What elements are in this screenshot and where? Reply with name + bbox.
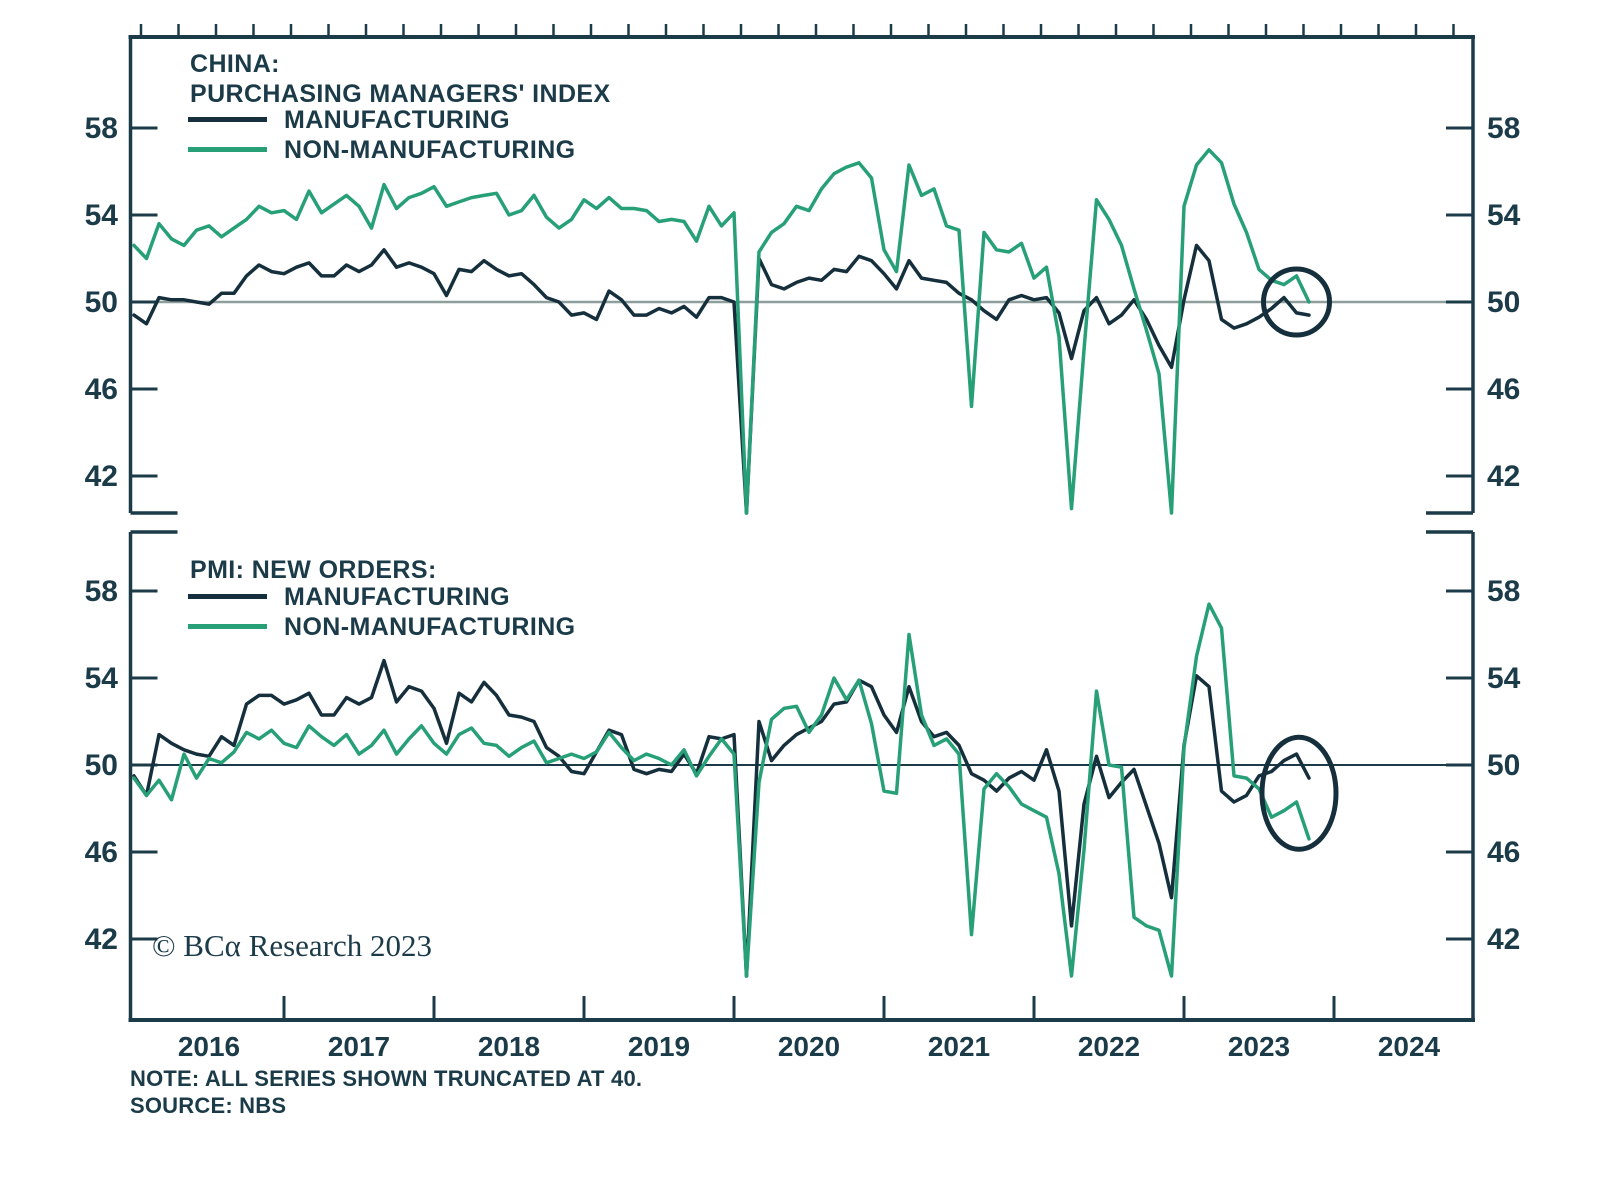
- x-tick-label: 2019: [628, 1031, 690, 1062]
- x-tick-label: 2020: [778, 1031, 840, 1062]
- y-tick-label: 54: [85, 662, 119, 695]
- chart2-legend-label-manufacturing: MANUFACTURING: [284, 583, 511, 611]
- truncation-note: NOTE: ALL SERIES SHOWN TRUNCATED AT 40.: [130, 1066, 643, 1091]
- chart2-title-line1: PMI: NEW ORDERS:: [190, 556, 437, 584]
- x-tick-label: 2018: [478, 1031, 540, 1062]
- y-tick-label: 58: [85, 575, 118, 608]
- y-tick-label: 46: [85, 373, 118, 406]
- y-tick-label: 50: [85, 749, 118, 782]
- chart1-legend-swatch-manufacturing: [188, 117, 267, 122]
- x-tick-label: 2017: [328, 1031, 390, 1062]
- y-tick-label: 54: [85, 199, 119, 232]
- x-tick-label: 2023: [1228, 1031, 1290, 1062]
- chart1-legend-label-manufacturing: MANUFACTURING: [284, 106, 511, 134]
- y-tick-label: 46: [1487, 836, 1520, 869]
- y-tick-label: 42: [1487, 460, 1520, 493]
- y-tick-label: 58: [1487, 575, 1520, 608]
- y-tick-label: 46: [1487, 373, 1520, 406]
- y-tick-label: 50: [1487, 286, 1520, 319]
- source-note: SOURCE: NBS: [130, 1093, 287, 1118]
- x-tick-label: 2022: [1078, 1031, 1140, 1062]
- y-tick-label: 42: [85, 460, 118, 493]
- chart1-title-line1: CHINA:: [190, 50, 280, 78]
- y-tick-label: 42: [85, 923, 118, 956]
- chart1-title-line2: PURCHASING MANAGERS' INDEX: [190, 80, 611, 108]
- chart2-legend-label-nonmanufacturing: NON-MANUFACTURING: [284, 613, 576, 641]
- y-tick-label: 58: [85, 112, 118, 145]
- x-tick-label: 2024: [1378, 1031, 1441, 1062]
- x-tick-label: 2021: [928, 1031, 990, 1062]
- y-tick-label: 54: [1487, 662, 1521, 695]
- chart2-legend-swatch-manufacturing: [188, 594, 267, 599]
- latest-data-highlight-circle: [1259, 734, 1339, 852]
- latest-data-highlight-circle: [1261, 266, 1332, 338]
- y-tick-label: 50: [1487, 749, 1520, 782]
- series-line-non-manufacturing: [132, 148, 1311, 515]
- y-tick-label: 58: [1487, 112, 1520, 145]
- x-tick-label: 2016: [178, 1031, 240, 1062]
- y-tick-label: 54: [1487, 199, 1521, 232]
- copyright-text: © BCα Research 2023: [152, 928, 432, 963]
- series-line-manufacturing: [132, 243, 1311, 515]
- chart2-legend-swatch-nonmanufacturing: [188, 624, 267, 629]
- y-tick-label: 46: [85, 836, 118, 869]
- series-line-non-manufacturing: [132, 602, 1311, 978]
- chart1-legend-swatch-nonmanufacturing: [188, 147, 267, 152]
- chart1-legend-label-nonmanufacturing: NON-MANUFACTURING: [284, 136, 576, 164]
- y-tick-label: 50: [85, 286, 118, 319]
- y-tick-label: 42: [1487, 923, 1520, 956]
